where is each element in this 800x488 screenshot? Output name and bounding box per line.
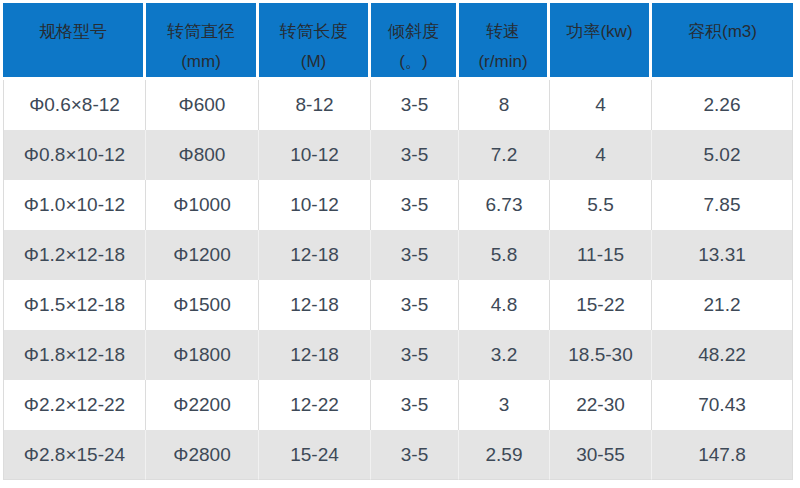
column-header-inclination-line2: (。) <box>373 47 454 77</box>
cell-volume: 147.8 <box>652 430 793 480</box>
cell-rotation-speed: 3 <box>459 380 550 430</box>
column-header-power-line1: 功率(kw) <box>552 17 647 47</box>
column-header-drum-length-line1: 转筒长度 <box>261 17 366 47</box>
cell-drum-diameter: Φ1000 <box>146 180 259 230</box>
cell-spec-model: Φ2.8×15-24 <box>3 430 146 480</box>
cell-drum-length: 10-12 <box>259 130 371 180</box>
column-header-power: 功率(kw) <box>550 3 652 80</box>
table-row: Φ0.8×10-12Φ80010-123-57.245.02 <box>3 130 793 180</box>
cell-inclination: 3-5 <box>371 80 459 130</box>
cell-drum-length: 10-12 <box>259 180 371 230</box>
cell-rotation-speed: 5.8 <box>459 230 550 280</box>
cell-rotation-speed: 8 <box>459 80 550 130</box>
cell-volume: 7.85 <box>652 180 793 230</box>
column-header-drum-length: 转筒长度(M) <box>259 3 371 80</box>
cell-drum-length: 12-18 <box>259 230 371 280</box>
cell-inclination: 3-5 <box>371 230 459 280</box>
table-row: Φ2.2×12-22Φ220012-223-5322-3070.43 <box>3 380 793 430</box>
cell-drum-diameter: Φ1200 <box>146 230 259 280</box>
cell-power: 11-15 <box>550 230 652 280</box>
cell-rotation-speed: 6.73 <box>459 180 550 230</box>
column-header-drum-diameter-line2: (mm) <box>148 47 254 77</box>
cell-drum-length: 15-24 <box>259 430 371 480</box>
column-header-inclination-line1: 倾斜度 <box>373 17 454 47</box>
cell-volume: 2.26 <box>652 80 793 130</box>
cell-power: 18.5-30 <box>550 330 652 380</box>
cell-power: 4 <box>550 80 652 130</box>
cell-volume: 70.43 <box>652 380 793 430</box>
column-header-spec-model-line1: 规格型号 <box>5 17 141 47</box>
cell-power: 22-30 <box>550 380 652 430</box>
cell-drum-diameter: Φ1500 <box>146 280 259 330</box>
spec-table-page: 规格型号转筒直径(mm)转筒长度(M)倾斜度(。)转速(r/min)功率(kw)… <box>0 0 800 488</box>
cell-volume: 5.02 <box>652 130 793 180</box>
cell-spec-model: Φ0.6×8-12 <box>3 80 146 130</box>
cell-spec-model: Φ0.8×10-12 <box>3 130 146 180</box>
cell-spec-model: Φ1.0×10-12 <box>3 180 146 230</box>
cell-drum-length: 12-22 <box>259 380 371 430</box>
cell-power: 15-22 <box>550 280 652 330</box>
cell-spec-model: Φ1.8×12-18 <box>3 330 146 380</box>
cell-rotation-speed: 7.2 <box>459 130 550 180</box>
cell-drum-diameter: Φ800 <box>146 130 259 180</box>
column-header-rotation-speed-line2: (r/min) <box>461 47 545 77</box>
column-header-rotation-speed: 转速(r/min) <box>459 3 550 80</box>
spec-table-body: Φ0.6×8-12Φ6008-123-5842.26Φ0.8×10-12Φ800… <box>3 80 793 480</box>
column-header-volume-line1: 容积(m3) <box>654 17 791 47</box>
column-header-inclination: 倾斜度(。) <box>371 3 459 80</box>
cell-volume: 21.2 <box>652 280 793 330</box>
column-header-drum-length-line2: (M) <box>261 47 366 77</box>
cell-spec-model: Φ2.2×12-22 <box>3 380 146 430</box>
table-row: Φ0.6×8-12Φ6008-123-5842.26 <box>3 80 793 130</box>
cell-drum-length: 8-12 <box>259 80 371 130</box>
cell-drum-length: 12-18 <box>259 330 371 380</box>
column-header-drum-diameter: 转筒直径(mm) <box>146 3 259 80</box>
cell-drum-diameter: Φ1800 <box>146 330 259 380</box>
cell-volume: 48.22 <box>652 330 793 380</box>
spec-table: 规格型号转筒直径(mm)转筒长度(M)倾斜度(。)转速(r/min)功率(kw)… <box>3 3 793 480</box>
table-row: Φ1.5×12-18Φ150012-183-54.815-2221.2 <box>3 280 793 330</box>
cell-drum-length: 12-18 <box>259 280 371 330</box>
cell-inclination: 3-5 <box>371 330 459 380</box>
cell-inclination: 3-5 <box>371 380 459 430</box>
cell-rotation-speed: 3.2 <box>459 330 550 380</box>
cell-inclination: 3-5 <box>371 180 459 230</box>
cell-rotation-speed: 2.59 <box>459 430 550 480</box>
cell-power: 4 <box>550 130 652 180</box>
cell-inclination: 3-5 <box>371 280 459 330</box>
cell-spec-model: Φ1.2×12-18 <box>3 230 146 280</box>
cell-spec-model: Φ1.5×12-18 <box>3 280 146 330</box>
cell-volume: 13.31 <box>652 230 793 280</box>
column-header-volume: 容积(m3) <box>652 3 793 80</box>
table-row: Φ2.8×15-24Φ280015-243-52.5930-55147.8 <box>3 430 793 480</box>
cell-power: 30-55 <box>550 430 652 480</box>
header-row: 规格型号转筒直径(mm)转筒长度(M)倾斜度(。)转速(r/min)功率(kw)… <box>3 3 793 80</box>
table-row: Φ1.2×12-18Φ120012-183-55.811-1513.31 <box>3 230 793 280</box>
spec-table-header: 规格型号转筒直径(mm)转筒长度(M)倾斜度(。)转速(r/min)功率(kw)… <box>3 3 793 80</box>
cell-rotation-speed: 4.8 <box>459 280 550 330</box>
cell-drum-diameter: Φ600 <box>146 80 259 130</box>
cell-drum-diameter: Φ2800 <box>146 430 259 480</box>
column-header-drum-diameter-line1: 转筒直径 <box>148 17 254 47</box>
cell-inclination: 3-5 <box>371 430 459 480</box>
column-header-spec-model: 规格型号 <box>3 3 146 80</box>
cell-power: 5.5 <box>550 180 652 230</box>
column-header-rotation-speed-line1: 转速 <box>461 17 545 47</box>
table-row: Φ1.0×10-12Φ100010-123-56.735.57.85 <box>3 180 793 230</box>
table-row: Φ1.8×12-18Φ180012-183-53.218.5-3048.22 <box>3 330 793 380</box>
cell-inclination: 3-5 <box>371 130 459 180</box>
cell-drum-diameter: Φ2200 <box>146 380 259 430</box>
